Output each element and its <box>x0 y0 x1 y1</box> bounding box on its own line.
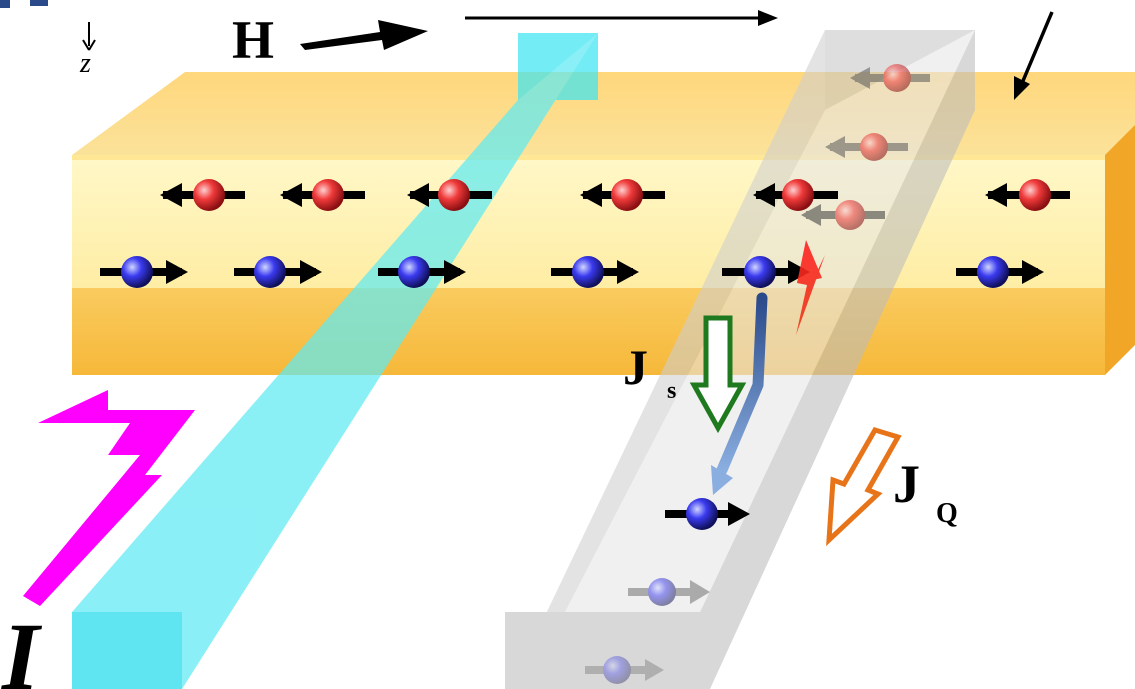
spin-left-arrow <box>407 179 492 211</box>
heat-current-subscript: Q <box>936 498 958 529</box>
corner-mark <box>0 0 48 8</box>
electrode-spin-faded-low <box>585 656 664 684</box>
spin-current-arrow <box>689 315 747 434</box>
top-thin-arrow <box>465 10 778 26</box>
electrode-spin-faded <box>628 578 710 606</box>
spin-right-arrow <box>551 256 639 288</box>
gray-electrode-right-wall <box>700 30 975 689</box>
spin-left-arrow <box>753 179 838 211</box>
electrode-spin-solid <box>665 498 750 530</box>
down-spin-row <box>100 256 1044 288</box>
gray-electrode-inner <box>565 30 975 612</box>
spin-current-label: J <box>623 339 648 395</box>
spin-right-arrow <box>378 256 466 288</box>
spin-current-subscript: s <box>667 378 676 404</box>
z-axis-label: z <box>79 48 91 79</box>
diagonal-thin-arrow <box>1014 11 1054 100</box>
heat-current-arrow <box>826 427 902 547</box>
field-label: H <box>232 10 274 70</box>
ferromagnet-side-face <box>1105 125 1135 375</box>
ferromagnet-top-face <box>72 72 1135 155</box>
spin-right-arrow <box>100 256 188 288</box>
field-arrow <box>300 20 428 50</box>
spin-left-arrow <box>825 133 908 161</box>
charge-current-label: I <box>1 603 43 689</box>
gray-electrode <box>505 30 975 689</box>
spin-left-arrow <box>801 200 885 230</box>
spin-flip-arrow <box>796 240 825 335</box>
cyan-electrode-face <box>72 612 182 689</box>
gray-electrode-face <box>505 612 710 689</box>
spin-right-arrow <box>956 256 1044 288</box>
ferromagnet-bar <box>72 72 1135 375</box>
faded-spins-upper <box>801 64 930 230</box>
spin-flow-arrow <box>711 292 768 495</box>
heat-current-label: J <box>893 454 920 514</box>
spin-left-arrow <box>985 179 1070 211</box>
spin-left-arrow <box>280 179 365 211</box>
charge-current-arrow <box>23 390 195 606</box>
z-axis-indicator <box>82 22 96 51</box>
spin-left-arrow <box>850 64 930 92</box>
spin-left-arrow <box>580 179 665 211</box>
spin-right-arrow <box>234 256 322 288</box>
up-spin-row <box>160 179 1070 211</box>
spin-left-arrow <box>160 179 245 211</box>
spin-right-arrow <box>722 256 810 288</box>
